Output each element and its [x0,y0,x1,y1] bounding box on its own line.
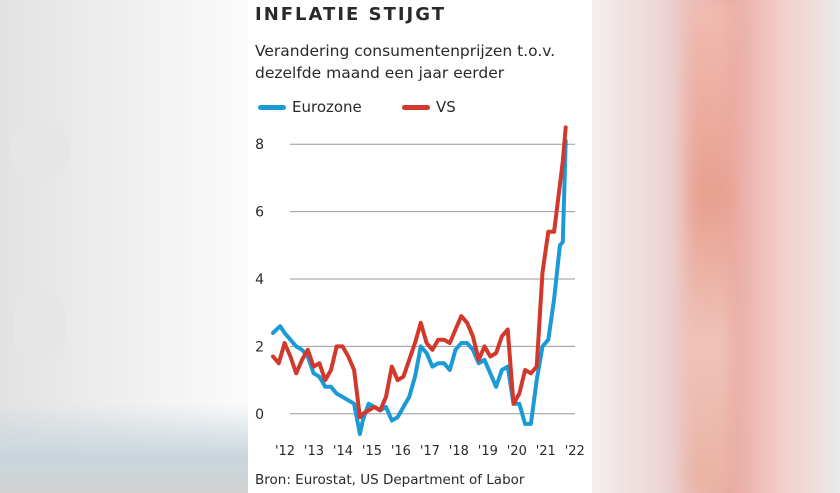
background-blur-streak [687,0,732,493]
x-tick-label: '22 [565,444,585,459]
background-blur-shape [14,292,66,362]
y-tick-label-0: 0 [255,407,264,423]
legend-item-eurozone: Eurozone [258,96,362,118]
background-blur-shape [10,120,70,180]
source-note: Bron: Eurostat, US Department of Labor [255,472,525,488]
legend-label-eurozone: Eurozone [292,98,362,116]
x-tick-label: '13 [304,444,324,459]
x-tick-label: '18 [449,444,469,459]
background-blur-bottom [0,403,248,493]
y-tick-label-4: 4 [255,272,264,288]
series-line-eurozone [271,138,568,436]
y-tick-label-8: 8 [255,137,264,153]
y-tick-label-6: 6 [255,205,264,221]
x-tick-label: '21 [536,444,556,459]
chart-title: INFLATIE STIJGT [255,4,446,25]
background-blur-right [592,0,840,493]
x-tick-label: '17 [420,444,440,459]
x-tick-label: '15 [362,444,382,459]
x-tick-label: '12 [275,444,295,459]
x-tick-label: '14 [333,444,353,459]
legend-item-vs: VS [402,96,456,118]
x-tick-label: '19 [478,444,498,459]
chart-subtitle: Verandering consumentenprijzen t.o.v. de… [255,42,556,82]
legend-label-vs: VS [436,98,456,116]
legend-swatch-eurozone [258,105,286,110]
series-line-vs [271,125,568,420]
y-tick-label-2: 2 [255,339,264,355]
legend-swatch-vs [402,105,430,110]
x-tick-label: '16 [391,444,411,459]
infographic-card: INFLATIE STIJGT Verandering consumentenp… [248,0,592,493]
x-tick-label: '20 [507,444,527,459]
line-chart: 0 2 4 6 8 '12 '13 '14 '15 '16 '17 '18 '19 '20 '21 '22 [255,125,585,459]
